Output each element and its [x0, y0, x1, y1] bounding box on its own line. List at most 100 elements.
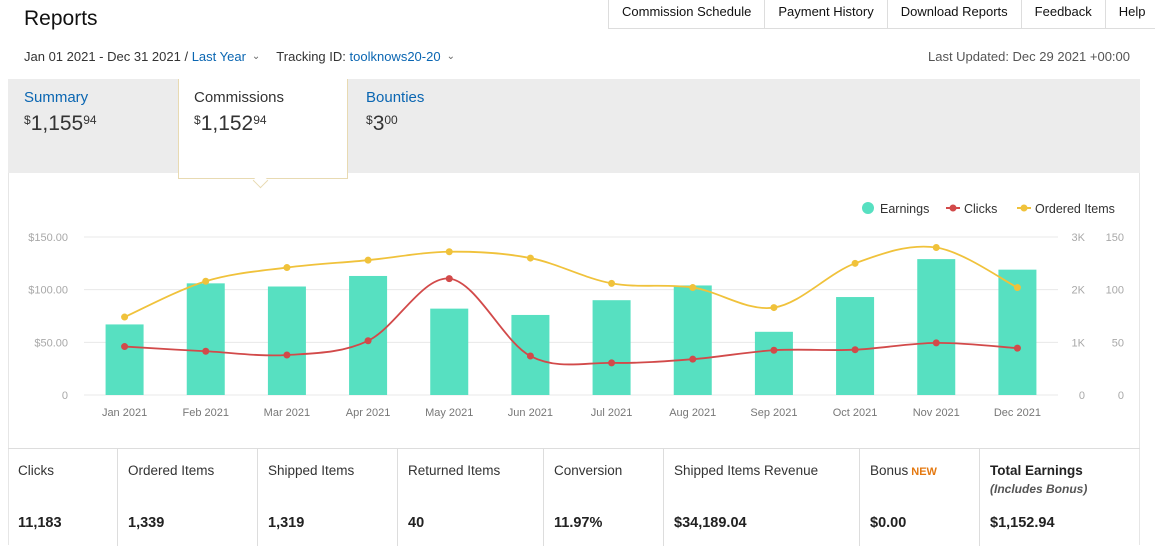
x-axis: Jan 2021 Feb 2021 Mar 2021 Apr 2021 May 2021…: [102, 407, 1041, 419]
metric-shipped-items-revenue: Shipped Items Revenue $34,189.04: [664, 449, 860, 546]
x-axis-tick: Feb 2021: [183, 407, 229, 419]
earnings-chart: Earnings Clicks Ordered Items $150.00 3K 150…: [28, 202, 1124, 419]
clicks-point: [202, 347, 210, 355]
chart-lines: [121, 244, 1021, 367]
period-dropdown[interactable]: Last Year: [191, 49, 246, 64]
ordered-items-point: [770, 304, 778, 312]
left-axis-tick: $50.00: [34, 337, 68, 349]
earnings-bar: [754, 331, 793, 395]
clicks-point: [608, 359, 616, 367]
nav-download-reports[interactable]: Download Reports: [888, 0, 1022, 28]
ordered-items-point: [851, 259, 859, 267]
tracking-id-dropdown[interactable]: toolknows20-20: [349, 49, 441, 64]
ordered-items-point: [364, 256, 372, 264]
metric-label: Total Earnings: [990, 463, 1083, 478]
tab-bounties[interactable]: Bounties $3 00: [366, 89, 424, 136]
clicks-point: [364, 337, 372, 345]
x-axis-tick: Nov 2021: [913, 407, 960, 419]
metric-label: Shipped Items Revenue: [674, 463, 819, 478]
tab-summary-label[interactable]: Summary: [24, 89, 89, 106]
page-title: Reports: [24, 7, 98, 30]
tab-summary-value: $1,155 94: [24, 112, 97, 135]
tab-commissions-label[interactable]: Commissions: [194, 89, 285, 106]
chevron-down-icon[interactable]: ⌄: [251, 51, 261, 62]
metric-shipped-items: Shipped Items 1,319: [258, 449, 398, 546]
earnings-bar: [430, 308, 469, 395]
tab-bounties-value: $3 00: [366, 112, 398, 135]
filter-bar: Jan 01 2021 - Dec 31 2021 / Last Year ⌄ …: [24, 49, 471, 64]
earnings-bar: [836, 297, 875, 395]
right-axis-tick-clicks: 0: [1079, 390, 1085, 402]
metric-value: $0.00: [870, 515, 907, 531]
x-axis-tick: Sep 2021: [750, 407, 797, 419]
clicks-point: [770, 346, 778, 354]
chart-legend: Earnings Clicks Ordered Items: [862, 202, 1115, 216]
right-axis-tick-clicks: 1K: [1072, 337, 1086, 349]
metric-clicks: Clicks 11,183: [8, 449, 118, 546]
ordered-items-line: [124, 245, 1018, 318]
ordered-items-point: [445, 248, 453, 256]
right-axis-tick-items: 0: [1118, 390, 1124, 402]
ordered-items-point: [608, 279, 616, 287]
metric-value: 40: [408, 515, 425, 531]
earnings-bar: [349, 275, 388, 395]
clicks-line: [124, 277, 1018, 366]
clicks-point: [689, 355, 697, 363]
clicks-point: [932, 339, 940, 347]
left-axis-tick: 0: [62, 390, 68, 402]
x-axis-tick: Jan 2021: [102, 407, 147, 419]
legend-swatch-point: [1020, 204, 1028, 212]
new-badge: NEW: [911, 466, 937, 478]
top-nav: Commission Schedule Payment History Down…: [608, 0, 1155, 29]
metric-bonus: Bonus NEW $0.00: [860, 449, 980, 546]
clicks-point: [851, 346, 859, 354]
tab-summary[interactable]: Summary $1,155 94: [24, 89, 97, 136]
x-axis-tick: Apr 2021: [346, 407, 391, 419]
chevron-down-icon[interactable]: ⌄: [446, 51, 455, 62]
metrics-row: Clicks 11,183 Ordered Items 1,339 Shippe…: [8, 448, 1140, 546]
date-range: Jan 01 2021 - Dec 31 2021 /: [24, 49, 189, 64]
right-axis-tick-items: 100: [1106, 285, 1124, 297]
active-tab-highlight: [178, 79, 348, 179]
chart-grid: $150.00 3K 150 $100.00 2K 100 $50.00 1K 50 0 0 0: [28, 232, 1124, 402]
x-axis-tick: Aug 2021: [669, 407, 716, 419]
ordered-items-point: [283, 264, 291, 272]
ordered-items-point: [121, 313, 129, 321]
metric-label: Conversion: [554, 463, 623, 478]
last-updated: Last Updated: Dec 29 2021 +00:00: [927, 49, 1130, 64]
left-axis-tick: $100.00: [28, 285, 68, 297]
nav-payment-history[interactable]: Payment History: [765, 0, 888, 28]
metric-label: Ordered Items: [128, 463, 215, 478]
clicks-point: [283, 351, 291, 359]
tracking-label: Tracking ID:: [276, 49, 346, 64]
right-axis-tick-clicks: 3K: [1072, 232, 1086, 244]
ordered-items-point: [689, 284, 697, 292]
x-axis-tick: May 2021: [425, 407, 473, 419]
nav-feedback[interactable]: Feedback: [1022, 0, 1106, 28]
clicks-point: [526, 352, 534, 360]
metric-value: 1,339: [128, 515, 165, 531]
metric-label: Clicks: [18, 463, 54, 478]
nav-commission-schedule[interactable]: Commission Schedule: [609, 0, 766, 28]
nav-help[interactable]: Help: [1118, 4, 1146, 19]
metric-value: 11.97%: [554, 515, 603, 531]
ordered-items-point: [932, 244, 940, 252]
metric-value: $1,152.94: [990, 515, 1055, 531]
ordered-items-point: [1013, 284, 1021, 292]
tab-commissions[interactable]: Commissions $1,152 94: [194, 89, 284, 136]
x-axis-tick: Mar 2021: [264, 407, 310, 419]
ordered-items-point: [202, 277, 210, 285]
legend-label: Earnings: [880, 202, 929, 216]
earnings-bar: [917, 259, 956, 395]
x-axis-tick: Jul 2021: [591, 407, 633, 419]
legend-label: Clicks: [964, 202, 997, 216]
earnings-bar: [673, 285, 712, 395]
metric-value: 11,183: [18, 515, 62, 531]
tab-bounties-label[interactable]: Bounties: [366, 89, 425, 106]
earnings-bar: [592, 300, 631, 395]
metric-label: Returned Items: [408, 463, 501, 478]
earnings-bar: [186, 283, 225, 395]
metric-conversion: Conversion 11.97%: [544, 449, 664, 546]
metric-value: 1,319: [268, 515, 305, 531]
right-axis-tick-clicks: 2K: [1072, 285, 1086, 297]
